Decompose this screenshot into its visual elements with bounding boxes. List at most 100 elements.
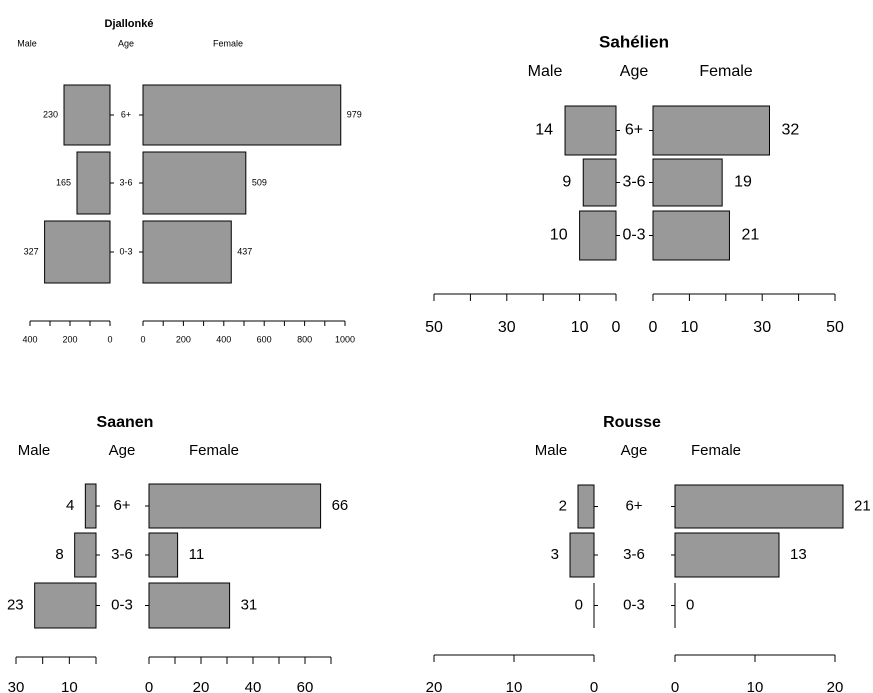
pyramid-panel: Sahélien Male Age Female 6+ 14 32 3-6 9 19 0-3 10 21… — [425, 32, 844, 336]
female-header: Female — [189, 442, 239, 459]
age-label: 6+ — [121, 109, 131, 119]
female-header: Female — [213, 38, 243, 48]
female-bar — [652, 210, 730, 261]
male-tick-label: 10 — [506, 679, 523, 693]
female-value-label: 21 — [741, 227, 759, 244]
male-tick-label: 400 — [22, 334, 37, 344]
age-label: 3-6 — [623, 546, 645, 563]
male-value-label: 10 — [550, 227, 568, 244]
female-bar — [142, 151, 247, 215]
female-tick-label: 200 — [176, 334, 191, 344]
female-value-label: 0 — [686, 596, 694, 613]
age-label: 0-3 — [622, 227, 645, 244]
male-bar — [76, 151, 111, 215]
female-value-label: 21 — [854, 497, 871, 514]
female-tick-label: 40 — [245, 679, 262, 693]
male-bar — [44, 220, 111, 284]
male-value-label: 165 — [56, 177, 71, 187]
female-bar — [148, 582, 231, 629]
female-value-label: 13 — [790, 546, 807, 563]
female-bar — [148, 483, 322, 529]
female-value-label: 437 — [237, 246, 252, 256]
pyramid-panel: Rousse Male Age Female 6+ 2 21 3-6 3 13 0-3 0 0 20 10 0… — [426, 414, 871, 693]
age-label: 6+ — [625, 497, 642, 514]
female-value-label: 66 — [332, 497, 349, 514]
female-tick-label: 10 — [747, 679, 764, 693]
female-tick-label: 800 — [297, 334, 312, 344]
female-tick-label: 10 — [681, 319, 699, 336]
male-value-label: 23 — [7, 596, 24, 613]
male-tick-label: 30 — [498, 319, 516, 336]
male-tick-label: 10 — [61, 679, 78, 693]
male-bar — [84, 483, 97, 529]
female-tick-label: 50 — [826, 319, 844, 336]
pyramid-panel: Saanen Male Age Female 6+ 4 66 3-6 8 11 0-3 23 31 30 1… — [7, 414, 348, 693]
male-value-label: 9 — [562, 174, 571, 191]
age-label: 0-3 — [119, 246, 132, 256]
chart-title: Saanen — [97, 414, 154, 431]
male-bar — [34, 582, 97, 629]
male-value-label: 4 — [66, 497, 74, 514]
age-label: 3-6 — [111, 546, 133, 563]
female-tick-label: 0 — [140, 334, 145, 344]
female-value-label: 11 — [189, 546, 205, 563]
age-label: 0-3 — [111, 596, 133, 613]
age-header: Age — [118, 38, 134, 48]
age-label: 3-6 — [622, 174, 645, 191]
male-bar — [577, 484, 595, 529]
female-tick-label: 400 — [216, 334, 231, 344]
female-tick-label: 20 — [193, 679, 210, 693]
female-value-label: 32 — [781, 122, 799, 139]
female-header: Female — [699, 63, 752, 80]
female-value-label: 31 — [241, 596, 258, 613]
age-label: 6+ — [113, 497, 130, 514]
male-tick-label: 0 — [107, 334, 112, 344]
female-tick-label: 30 — [753, 319, 771, 336]
female-tick-label: 60 — [297, 679, 314, 693]
male-tick-label: 30 — [8, 679, 25, 693]
female-tick-label: 0 — [671, 679, 679, 693]
female-tick-label: 600 — [257, 334, 272, 344]
male-tick-label: 50 — [425, 319, 443, 336]
female-value-label: 19 — [734, 174, 752, 191]
male-value-label: 230 — [43, 109, 58, 119]
male-header: Male — [528, 63, 563, 80]
male-value-label: 3 — [551, 546, 559, 563]
male-bar — [63, 84, 111, 146]
male-tick-label: 0 — [612, 319, 621, 336]
chart-title: Rousse — [603, 414, 661, 431]
male-bar — [74, 532, 97, 578]
male-bar — [579, 210, 617, 261]
male-bar — [564, 105, 617, 156]
age-label: 6+ — [625, 122, 643, 139]
female-tick-label: 20 — [827, 679, 844, 693]
male-tick-label: 10 — [571, 319, 589, 336]
male-header: Male — [17, 38, 37, 48]
age-header: Age — [620, 63, 649, 80]
male-value-label: 14 — [535, 122, 553, 139]
age-label: 3-6 — [119, 177, 132, 187]
male-value-label: 327 — [24, 246, 39, 256]
female-bar — [674, 484, 844, 529]
male-bar — [569, 532, 595, 578]
female-tick-label: 1000 — [335, 334, 355, 344]
chart-title: Djallonké — [105, 18, 154, 30]
male-header: Male — [18, 442, 51, 459]
female-header: Female — [691, 442, 741, 459]
female-value-label: 979 — [347, 109, 362, 119]
male-header: Male — [535, 442, 568, 459]
pyramid-panel: Djallonké Male Age Female 6+ 230 979 3-6 165 509 0… — [17, 18, 362, 344]
female-bar — [142, 220, 232, 284]
female-bar — [674, 532, 780, 578]
male-value-label: 2 — [559, 497, 567, 514]
chart-title: Sahélien — [599, 32, 669, 51]
male-tick-label: 0 — [590, 679, 598, 693]
male-tick-label: 20 — [426, 679, 443, 693]
male-value-label: 0 — [575, 596, 583, 613]
age-label: 0-3 — [623, 596, 645, 613]
female-tick-label: 0 — [649, 319, 658, 336]
age-header: Age — [621, 442, 648, 459]
female-bar — [652, 158, 723, 207]
male-tick-label: 200 — [62, 334, 77, 344]
